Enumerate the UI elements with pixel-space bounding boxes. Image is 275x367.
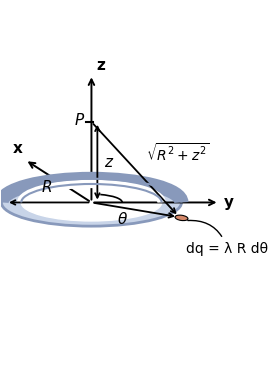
Text: x: x (13, 141, 23, 156)
Text: dq = λ R dθ: dq = λ R dθ (186, 221, 268, 255)
Ellipse shape (1, 179, 182, 226)
Text: R: R (41, 180, 52, 195)
Text: P: P (75, 113, 84, 128)
Ellipse shape (21, 184, 162, 221)
Text: z: z (104, 155, 112, 170)
Text: $\sqrt{R^2 + z^2}$: $\sqrt{R^2 + z^2}$ (146, 143, 209, 164)
Text: z: z (96, 58, 105, 73)
Ellipse shape (175, 215, 188, 221)
Text: y: y (224, 195, 234, 210)
Text: θ: θ (118, 212, 127, 227)
